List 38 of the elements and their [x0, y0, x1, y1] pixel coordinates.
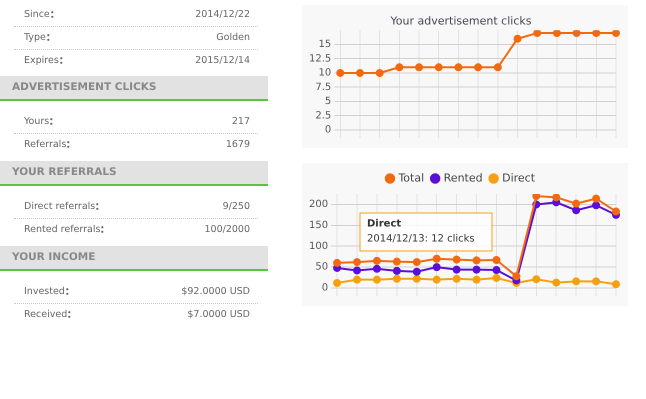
text: 2014/12/22 — [195, 9, 250, 20]
y-tick-label: 50 — [315, 262, 328, 273]
category-label: Rented referrals — [24, 223, 102, 237]
y-tick-label: 7.5 — [315, 82, 332, 93]
y-tick-label: 2.5 — [315, 110, 332, 122]
text: 2015/12/14 — [195, 55, 250, 66]
y-tick-label: 200 — [308, 199, 328, 210]
y-tick-label: 10 — [318, 68, 332, 79]
category-label: Invested — [24, 285, 66, 299]
category-label: Type — [24, 31, 47, 45]
chart-title: Your advertisement clicks — [390, 14, 532, 28]
text: 100/2000 — [204, 224, 250, 235]
category-label: Referrals — [24, 138, 68, 152]
legend-label: Direct — [502, 171, 536, 184]
category-label: Since — [24, 8, 51, 22]
y-tick-label: 0 — [322, 282, 328, 294]
text: 217 — [232, 116, 250, 127]
category-label: Expires — [24, 54, 60, 68]
y-tick-label: 0 — [324, 124, 332, 136]
category-label: Yours — [24, 115, 50, 129]
y-tick-label: 15 — [318, 39, 332, 50]
text: $7.0000 USD — [187, 309, 250, 320]
y-tick-label: 100 — [308, 240, 328, 252]
legend-label: Total — [397, 171, 424, 184]
text: ADVERTISEMENT CLICKS — [0, 76, 268, 101]
text: Golden — [216, 32, 250, 43]
legend-label: Rented — [444, 171, 483, 184]
category-label: Direct referrals — [24, 200, 96, 214]
y-tick-label: 12.5 — [309, 53, 332, 64]
text: $92.0000 USD — [181, 286, 250, 297]
annotation: Direct 2014/12/13: 12 clicks — [367, 218, 475, 245]
y-tick-label: 5 — [324, 96, 332, 108]
text: 1679 — [226, 139, 250, 150]
text: YOUR INCOME — [0, 246, 268, 271]
category-label: Received — [24, 308, 68, 322]
text: 9/250 — [222, 201, 250, 212]
text: YOUR REFERRALS — [0, 161, 268, 186]
y-tick-label: 150 — [308, 220, 328, 231]
